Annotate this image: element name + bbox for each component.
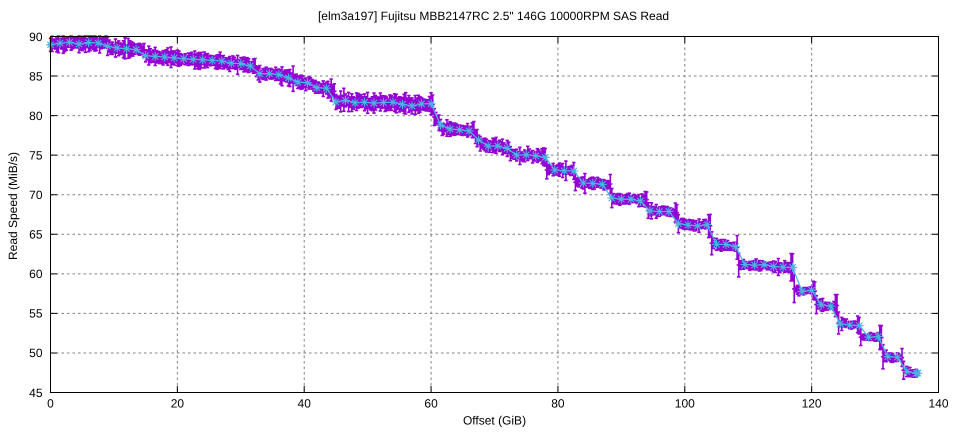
svg-text:100: 100 — [675, 397, 695, 411]
svg-text:80: 80 — [29, 109, 43, 123]
svg-text:120: 120 — [802, 397, 822, 411]
svg-text:80: 80 — [551, 397, 565, 411]
svg-text:50: 50 — [29, 346, 43, 360]
svg-text:Offset (GiB): Offset (GiB) — [463, 413, 526, 427]
svg-text:55: 55 — [29, 307, 43, 321]
svg-text:90: 90 — [29, 30, 43, 44]
svg-text:45: 45 — [29, 386, 43, 400]
svg-text:60: 60 — [29, 267, 43, 281]
svg-text:[elm3a197] Fujitsu MBB2147RC 2: [elm3a197] Fujitsu MBB2147RC 2.5" 146G 1… — [318, 9, 669, 23]
svg-text:85: 85 — [29, 69, 43, 83]
svg-text:70: 70 — [29, 188, 43, 202]
svg-text:40: 40 — [298, 397, 312, 411]
svg-text:Read Speed (MiB/s): Read Speed (MiB/s) — [6, 152, 20, 260]
svg-text:20: 20 — [171, 397, 185, 411]
svg-text:65: 65 — [29, 228, 43, 242]
svg-text:75: 75 — [29, 149, 43, 163]
svg-text:140: 140 — [928, 397, 948, 411]
svg-text:0: 0 — [47, 397, 54, 411]
svg-text:60: 60 — [424, 397, 438, 411]
